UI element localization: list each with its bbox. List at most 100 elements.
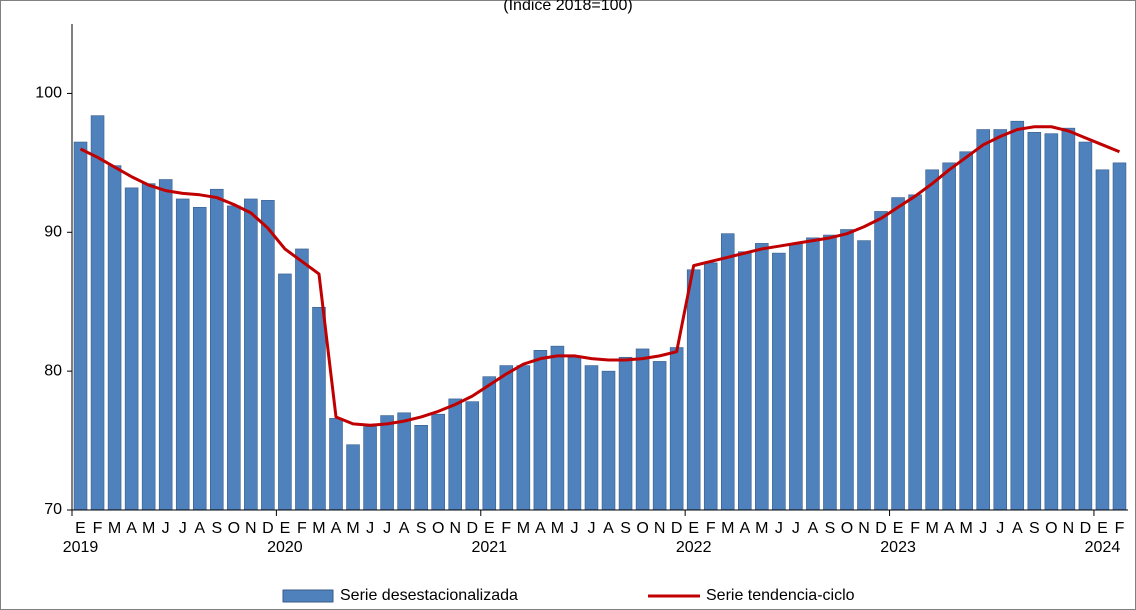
- x-tick-label: O: [636, 520, 648, 537]
- year-label: 2024: [1085, 539, 1121, 556]
- x-tick-label: E: [484, 520, 495, 537]
- year-label: 2019: [63, 539, 99, 556]
- bar: [601, 370, 616, 511]
- bar: [516, 365, 531, 511]
- y-tick-label: 100: [35, 85, 62, 102]
- bar: [261, 200, 275, 511]
- bar: [652, 361, 667, 511]
- bar: [397, 412, 411, 511]
- bar: [295, 248, 309, 511]
- y-tick-label: 90: [44, 224, 62, 241]
- year-label: 2021: [471, 539, 507, 556]
- bar: [1061, 127, 1076, 511]
- bar: [414, 424, 428, 511]
- legend-swatch: [282, 589, 334, 603]
- bar: [380, 415, 394, 511]
- x-tick-label: M: [346, 520, 359, 537]
- x-tick-label: M: [312, 520, 325, 537]
- x-tick-label: M: [925, 520, 938, 537]
- x-tick-label: E: [893, 520, 904, 537]
- x-tick-label: J: [587, 520, 595, 537]
- bar: [1095, 169, 1110, 511]
- bar: [618, 356, 633, 511]
- x-tick-label: S: [211, 520, 222, 537]
- bar: [329, 418, 343, 511]
- bar: [874, 211, 888, 511]
- trend-line: [79, 125, 1121, 427]
- bar: [90, 115, 105, 511]
- x-tick-label: A: [739, 520, 750, 537]
- bar: [210, 188, 224, 511]
- bar: [806, 237, 820, 511]
- x-tick-label: F: [297, 520, 307, 537]
- x-tick-label: N: [1063, 520, 1075, 537]
- bar: [363, 426, 377, 511]
- bar: [550, 345, 565, 511]
- bar: [738, 251, 752, 511]
- bar: [158, 179, 173, 511]
- bar: [124, 187, 139, 511]
- bar: [686, 269, 701, 511]
- legend-label: Serie tendencia-ciclo: [706, 587, 855, 604]
- bar: [669, 347, 684, 511]
- x-tick-label: A: [331, 520, 342, 537]
- x-tick-label: J: [996, 520, 1004, 537]
- x-tick-label: J: [775, 520, 783, 537]
- bar: [772, 252, 786, 511]
- bar: [499, 365, 514, 511]
- bar: [703, 262, 718, 511]
- bar: [891, 197, 905, 511]
- x-tick-label: N: [245, 520, 257, 537]
- x-tick-label: E: [280, 520, 291, 537]
- x-tick-label: S: [1029, 520, 1040, 537]
- x-tick-label: O: [228, 520, 240, 537]
- x-tick-label: M: [551, 520, 564, 537]
- bar: [720, 233, 735, 511]
- x-tick-label: N: [449, 520, 461, 537]
- x-tick-label: M: [517, 520, 530, 537]
- x-tick-label: F: [706, 520, 716, 537]
- bar: [840, 229, 854, 511]
- x-tick-label: F: [1115, 520, 1125, 537]
- x-tick-label: A: [808, 520, 819, 537]
- x-tick-label: A: [399, 520, 410, 537]
- x-tick-label: J: [383, 520, 391, 537]
- bar: [482, 376, 497, 511]
- bar: [1078, 141, 1093, 511]
- x-tick-label: M: [755, 520, 768, 537]
- x-tick-label: J: [792, 520, 800, 537]
- x-tick-label: E: [75, 520, 86, 537]
- bar: [823, 234, 837, 511]
- x-tick-label: J: [162, 520, 170, 537]
- x-tick-label: D: [875, 520, 887, 537]
- x-tick-label: M: [108, 520, 121, 537]
- bar: [1112, 162, 1127, 511]
- x-tick-label: N: [654, 520, 666, 537]
- bar: [635, 348, 650, 511]
- bar: [431, 413, 445, 511]
- bar: [227, 205, 241, 511]
- x-tick-label: O: [1045, 520, 1057, 537]
- x-tick-label: F: [910, 520, 920, 537]
- x-tick-label: D: [1080, 520, 1092, 537]
- bar: [244, 198, 258, 511]
- bar: [448, 398, 462, 511]
- x-tick-label: S: [825, 520, 836, 537]
- x-tick-label: M: [142, 520, 155, 537]
- bar: [107, 165, 122, 511]
- bar: [533, 350, 548, 511]
- x-tick-label: F: [501, 520, 511, 537]
- x-tick-label: O: [841, 520, 853, 537]
- x-tick-label: J: [366, 520, 374, 537]
- bar: [857, 240, 871, 511]
- x-tick-label: J: [570, 520, 578, 537]
- y-tick-label: 70: [44, 501, 62, 518]
- bar: [567, 356, 582, 511]
- bar: [192, 206, 207, 511]
- x-tick-label: A: [535, 520, 546, 537]
- year-label: 2020: [267, 539, 303, 556]
- bar: [1010, 120, 1025, 511]
- bar: [959, 151, 973, 511]
